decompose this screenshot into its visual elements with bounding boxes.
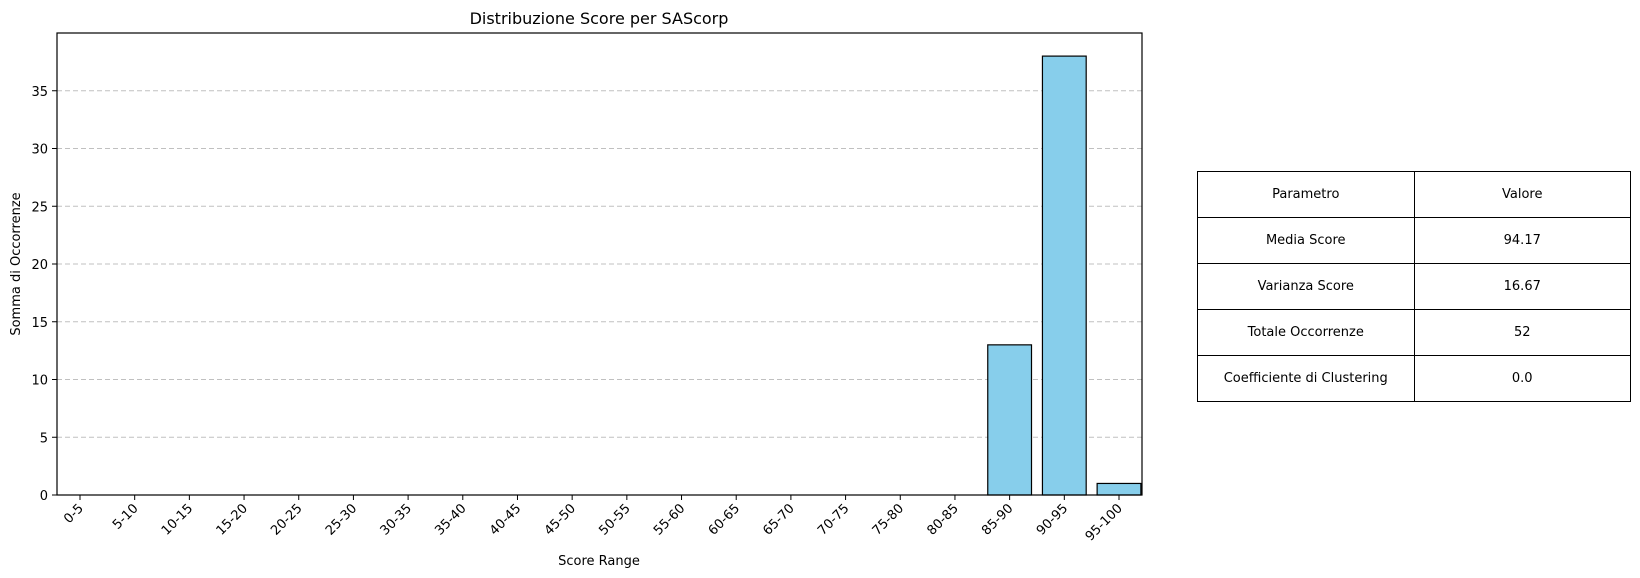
bar-85-90	[987, 344, 1033, 496]
table-cell-value: 0.0	[1413, 355, 1631, 402]
x-tick-label: 45-50	[542, 501, 579, 538]
x-tick-label: 0-5	[61, 501, 87, 527]
table-row: Media Score 94.17	[1197, 217, 1631, 264]
table-cell-value: 52	[1413, 309, 1631, 356]
y-gridlines	[57, 90, 1142, 438]
x-tick-label: 75-80	[870, 501, 907, 538]
y-axis-label: Somma di Occorrenze	[9, 192, 24, 335]
x-tick-label: 50-55	[596, 501, 633, 538]
x-tick-label: 70-75	[815, 501, 852, 538]
x-axis-label: Score Range	[558, 554, 640, 569]
table-cell-parameter: Varianza Score	[1197, 263, 1415, 310]
x-tick-label: 85-90	[979, 501, 1016, 538]
x-tick-label: 55-60	[651, 501, 688, 538]
y-tick-label: 30	[31, 143, 48, 158]
x-axis-ticks: 0-5 5-10 10-15 15-20 20-25 25-30 30-35 35-40 40-…	[61, 495, 1126, 544]
table-cell-parameter: Media Score	[1197, 217, 1415, 264]
y-tick-label: 0	[40, 489, 48, 504]
table-cell-parameter: Totale Occorrenze	[1197, 309, 1415, 356]
table-cell-value: 16.67	[1413, 263, 1631, 310]
table-row: Coefficiente di Clustering 0.0	[1197, 355, 1631, 402]
x-tick-label: 30-35	[378, 501, 415, 538]
bar-90-95	[1041, 55, 1087, 496]
chart-title: Distribuzione Score per SAScorp	[470, 9, 729, 28]
table-row: Varianza Score 16.67	[1197, 263, 1631, 310]
table-row: Totale Occorrenze 52	[1197, 309, 1631, 356]
x-tick-label: 10-15	[159, 501, 196, 538]
table-header-parametro: Parametro	[1197, 171, 1415, 218]
y-tick-label: 20	[31, 258, 48, 273]
table-header-row: Parametro Valore	[1197, 171, 1631, 218]
x-tick-label: 95-100	[1083, 501, 1126, 544]
y-axis-ticks: 0 5 10 15 20 25 30 35	[31, 85, 57, 504]
x-tick-label: 90-95	[1034, 501, 1071, 538]
y-tick-label: 15	[31, 316, 48, 331]
x-tick-label: 25-30	[323, 501, 360, 538]
x-tick-label: 5-10	[110, 501, 141, 532]
y-tick-label: 10	[31, 374, 48, 389]
y-tick-label: 25	[31, 200, 48, 215]
x-tick-label: 40-45	[487, 501, 524, 538]
y-tick-label: 35	[31, 85, 48, 100]
x-tick-label: 60-65	[706, 501, 743, 538]
table-header-valore: Valore	[1413, 171, 1631, 218]
x-tick-label: 35-40	[432, 501, 469, 538]
table-cell-parameter: Coefficiente di Clustering	[1197, 355, 1415, 402]
bar-95-100	[1096, 482, 1142, 496]
table-cell-value: 94.17	[1413, 217, 1631, 264]
x-tick-label: 15-20	[214, 501, 251, 538]
x-tick-label: 80-85	[924, 501, 961, 538]
bars	[987, 55, 1142, 496]
y-tick-label: 5	[40, 431, 48, 446]
x-tick-label: 20-25	[268, 501, 305, 538]
stats-table: Parametro Valore Media Score 94.17 Varia…	[1197, 171, 1631, 402]
x-tick-label: 65-70	[760, 501, 797, 538]
